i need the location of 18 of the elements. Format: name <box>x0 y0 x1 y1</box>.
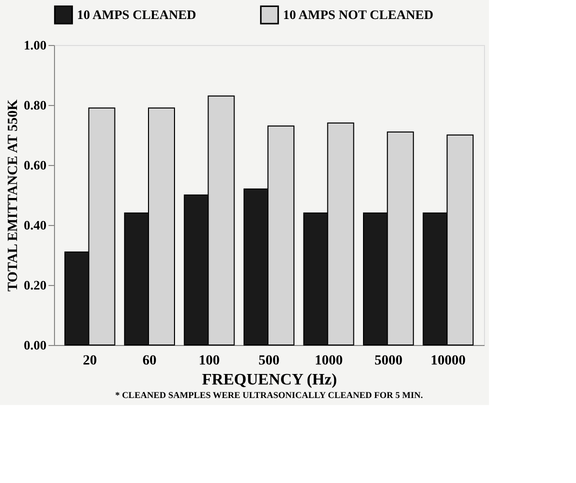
x-tick-label: 100 <box>198 354 220 368</box>
y-tick-label: 0.00 <box>24 338 46 352</box>
x-tick-label: 10000 <box>430 354 466 368</box>
y-axis-title: TOTAL EMITTANCE AT 550K <box>6 99 21 292</box>
y-tick-label: 0.60 <box>24 158 46 172</box>
x-axis-title: FREQUENCY (Hz) <box>202 372 337 388</box>
x-tick-label: 1000 <box>314 354 343 368</box>
x-tick-label: 20 <box>82 354 97 368</box>
y-tick-label: 0.80 <box>24 98 46 112</box>
y-tick-label: 0.20 <box>24 278 46 292</box>
legend-label: 10 AMPS CLEANED <box>77 6 196 22</box>
x-tick-label: 500 <box>258 354 280 368</box>
x-tick-label: 60 <box>142 354 157 368</box>
text: * CLEANED SAMPLES WERE ULTRASONICALLY CLEANED FOR 5 MIN. <box>115 390 423 400</box>
x-tick-label: 5000 <box>374 354 402 368</box>
legend-label: 10 AMPS NOT CLEANED <box>283 6 434 22</box>
y-tick-label: 0.40 <box>24 218 46 232</box>
y-tick-label: 1.00 <box>24 38 46 52</box>
